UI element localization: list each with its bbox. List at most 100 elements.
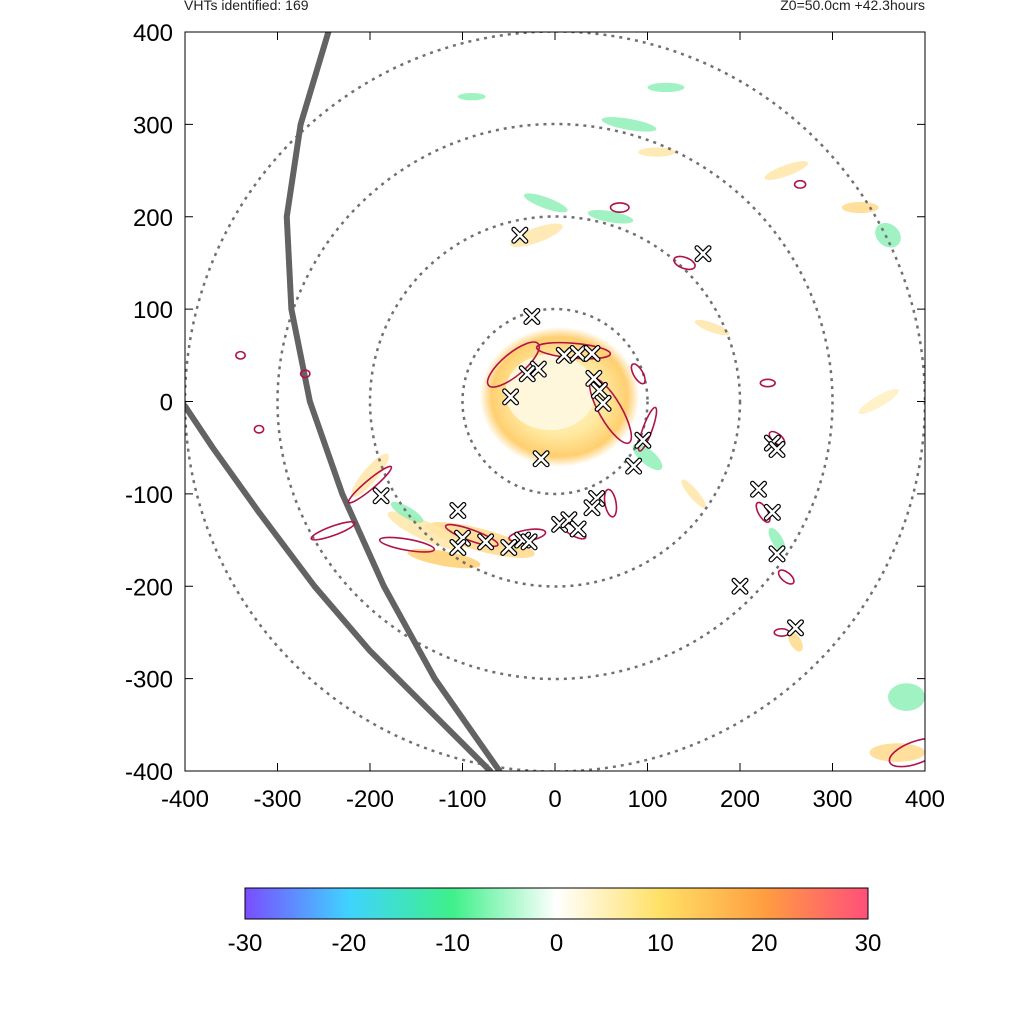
vht-marker xyxy=(787,619,804,637)
storm-track xyxy=(283,32,503,771)
vht-marker xyxy=(555,346,573,364)
vht-marker xyxy=(590,381,608,399)
field-patch xyxy=(601,117,657,132)
range-ring xyxy=(461,307,649,496)
field-patch xyxy=(888,683,925,711)
vht-marker xyxy=(625,457,643,475)
field-patch xyxy=(457,92,486,101)
storm-tracks xyxy=(185,32,503,771)
range-ring xyxy=(276,122,834,681)
vht-marker xyxy=(454,529,471,547)
vht-marker xyxy=(523,308,541,326)
x-tick-label: -400 xyxy=(161,786,209,813)
vorticity-contour xyxy=(299,369,311,379)
vht-marker xyxy=(731,577,749,595)
vht-marker xyxy=(768,545,786,563)
y-tick-label: 400 xyxy=(133,20,173,47)
field-patch xyxy=(638,147,676,157)
vorticity-contour xyxy=(793,179,807,189)
field-patch xyxy=(387,511,464,551)
colorbar-tick-label: 20 xyxy=(751,930,778,957)
vorticity-contour xyxy=(378,536,436,553)
y-tick-label: -200 xyxy=(125,574,173,601)
x-tick-label: 300 xyxy=(812,786,852,813)
eye-center xyxy=(505,354,596,431)
vht-marker xyxy=(520,533,538,551)
vorticity-contour xyxy=(673,255,696,271)
storm-track xyxy=(185,403,494,771)
field-patch xyxy=(841,201,879,214)
vht-marker xyxy=(551,515,569,533)
vht-marker xyxy=(529,360,547,378)
vorticity-contour xyxy=(235,350,246,360)
x-tick-label: -300 xyxy=(253,786,301,813)
x-tick-label: 0 xyxy=(548,786,561,813)
y-tick-label: 0 xyxy=(160,390,173,417)
vorticity-contour xyxy=(486,341,540,388)
x-tick-label: 200 xyxy=(720,786,760,813)
vht-marker xyxy=(532,450,550,468)
vht-marker xyxy=(694,245,712,263)
vht-marker xyxy=(449,502,467,520)
x-tick-label: -100 xyxy=(438,786,486,813)
vht-marker xyxy=(372,487,390,505)
vht-marker xyxy=(477,533,495,551)
vht-marker xyxy=(763,503,781,521)
y-tick-label: -100 xyxy=(125,482,173,509)
x-tick-label: -200 xyxy=(346,786,394,813)
field-patch xyxy=(681,479,707,509)
vht-marker xyxy=(585,369,603,387)
vht-marker xyxy=(569,344,587,362)
field-patch xyxy=(407,548,481,569)
vorticity-contour xyxy=(759,378,776,388)
x-tick-label: 100 xyxy=(627,786,667,813)
colorbar-tick-label: 10 xyxy=(647,930,674,957)
x-tick-label: 400 xyxy=(905,786,945,813)
field-patch xyxy=(587,209,634,224)
range-rings xyxy=(185,32,925,771)
vht-marker xyxy=(583,499,601,517)
y-tick-label: 300 xyxy=(133,112,173,139)
field-patch xyxy=(647,82,685,93)
vht-count-label: VHTs identified: 169 xyxy=(184,0,309,13)
vorticity-contour xyxy=(888,737,925,768)
vht-marker xyxy=(634,431,652,449)
colorbar-tick-label: -10 xyxy=(435,930,470,957)
vht-marker xyxy=(750,480,767,498)
field-patch xyxy=(390,501,424,523)
y-tick-label: -300 xyxy=(125,667,173,694)
colorbar-tick-label: -30 xyxy=(228,930,263,957)
colorbar-tick-label: -20 xyxy=(331,930,366,957)
field-patch xyxy=(764,161,809,181)
vht-marker xyxy=(502,388,520,406)
y-tick-label: -400 xyxy=(125,759,173,786)
vorticity-contour xyxy=(310,521,356,541)
vht-marker xyxy=(569,520,587,538)
field-patch xyxy=(694,319,730,336)
vht-marker xyxy=(768,441,786,459)
field-patch xyxy=(869,743,925,762)
vht-marker xyxy=(594,394,612,412)
field-patch xyxy=(788,631,803,652)
field-patch xyxy=(858,388,899,415)
colorbar xyxy=(244,887,869,920)
vorticity-contour xyxy=(777,569,795,585)
colorbar-ticks: -30 -20 -10 0 10 20 30 xyxy=(228,930,882,957)
vht-marker xyxy=(500,538,518,556)
vorticity-contour xyxy=(347,465,393,504)
vht-marker xyxy=(518,365,536,383)
vorticity-contour xyxy=(253,424,265,434)
axes: -400 -300 -200 -100 0 100 200 300 400 400 300 200 10… xyxy=(125,20,945,813)
vht-marker xyxy=(449,538,467,556)
vorticity-contour xyxy=(630,363,646,385)
range-ring xyxy=(368,215,742,588)
vht-marker xyxy=(583,344,601,362)
field-patch xyxy=(523,193,568,213)
vorticity-contour xyxy=(444,523,499,548)
y-tick-label: 100 xyxy=(133,297,173,324)
colorbar-tick-label: 30 xyxy=(855,930,882,957)
vorticity-contour xyxy=(637,406,658,452)
vht-marker xyxy=(588,489,606,507)
level-time-label: Z0=50.0cm +42.3hours xyxy=(780,0,925,13)
